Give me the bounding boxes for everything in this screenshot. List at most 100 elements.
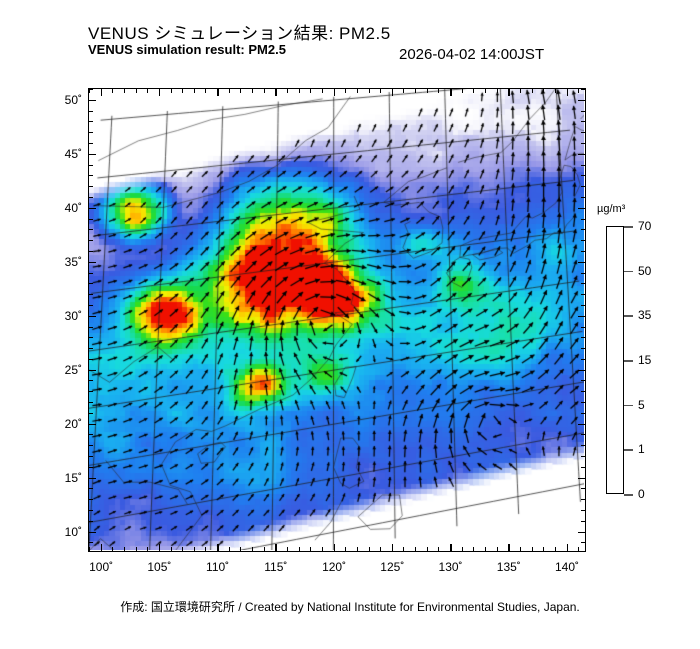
axis-tick [193, 547, 195, 551]
axis-tick [298, 547, 300, 551]
axis-tick [89, 272, 93, 274]
axis-tick [89, 456, 93, 458]
x-tick-label: 110˚ [206, 560, 230, 574]
axis-tick [112, 547, 114, 551]
axis-tick [581, 466, 585, 468]
axis-tick [554, 547, 556, 551]
axis-tick [438, 547, 440, 551]
axis-tick [485, 547, 486, 551]
axis-tick [89, 164, 93, 166]
pm25-concentration-map[interactable] [89, 89, 584, 550]
axis-tick [252, 547, 254, 551]
axis-tick [89, 510, 93, 512]
axis-tick [578, 315, 585, 318]
axis-tick [228, 89, 230, 93]
axis-tick [403, 547, 405, 551]
axis-tick [368, 89, 370, 93]
axis-tick [578, 207, 585, 210]
axis-tick [89, 412, 93, 414]
x-tick-label: 100˚ [89, 560, 114, 574]
axis-tick [89, 391, 93, 393]
axis-tick [112, 89, 114, 93]
page-title-english: VENUS simulation result: PM2.5 [88, 42, 286, 57]
axis-tick [263, 89, 265, 93]
axis-tick [578, 153, 585, 156]
axis-tick [578, 99, 585, 102]
axis-tick [508, 89, 510, 96]
axis-tick [89, 207, 96, 210]
axis-tick [581, 358, 585, 360]
y-tick-label: 15˚ [64, 471, 82, 486]
axis-tick [450, 89, 452, 96]
axis-tick [581, 294, 585, 296]
axis-tick [578, 261, 585, 264]
axis-tick [89, 99, 96, 102]
axis-tick [581, 218, 585, 220]
y-tick-label: 40˚ [64, 201, 82, 216]
axis-tick [263, 547, 265, 551]
axis-tick [581, 175, 585, 177]
axis-tick [275, 89, 277, 96]
colorbar-tick-label: 5 [638, 397, 645, 412]
axis-tick [89, 337, 93, 339]
axis-tick [519, 547, 521, 551]
axis-tick [581, 402, 585, 404]
axis-tick [578, 423, 585, 426]
axis-tick [89, 89, 93, 90]
axis-tick [581, 445, 585, 447]
axis-tick [581, 240, 585, 242]
axis-tick [89, 89, 90, 93]
axis-tick [89, 142, 93, 144]
axis-tick [426, 547, 428, 551]
x-tick-label: 115˚ [264, 560, 288, 574]
axis-tick [158, 89, 161, 96]
axis-tick [182, 89, 184, 93]
axis-tick [89, 488, 93, 490]
axis-tick [368, 547, 370, 551]
colorbar-tick [624, 449, 633, 451]
axis-tick [170, 89, 172, 93]
axis-tick [135, 547, 137, 551]
colorbar-tick-label: 0 [638, 487, 645, 501]
axis-tick [240, 89, 242, 93]
axis-tick [581, 348, 585, 350]
colorbar-legend[interactable] [606, 226, 624, 494]
axis-tick [89, 445, 93, 447]
axis-tick [89, 153, 96, 156]
axis-tick [89, 186, 93, 188]
axis-tick [356, 547, 358, 551]
axis-tick [321, 89, 323, 93]
axis-tick [543, 89, 545, 93]
axis-tick [89, 402, 93, 404]
colorbar-tick [624, 315, 633, 317]
axis-tick [89, 434, 93, 436]
colorbar-tick [624, 226, 633, 228]
axis-tick [485, 89, 486, 93]
axis-tick [566, 89, 569, 96]
axis-tick [581, 164, 585, 166]
credit-line-institute: 作成: 国立環境研究所 / Created by National Instit… [120, 600, 580, 614]
colorbar-tick [624, 270, 633, 273]
axis-tick [89, 196, 93, 198]
axis-tick [581, 380, 585, 382]
axis-tick [321, 547, 323, 551]
axis-tick [100, 544, 103, 551]
axis-tick [578, 531, 585, 534]
y-tick-label: 25˚ [64, 363, 82, 378]
axis-tick [147, 547, 149, 551]
axis-tick [310, 89, 312, 93]
axis-tick [391, 89, 394, 96]
axis-tick [496, 89, 498, 93]
axis-tick [89, 326, 93, 328]
axis-tick [287, 547, 288, 551]
map-plot-area[interactable] [88, 88, 586, 552]
axis-tick [123, 547, 125, 551]
y-tick-label: 20˚ [64, 417, 82, 432]
axis-tick [581, 121, 585, 123]
axis-tick [566, 544, 569, 551]
axis-tick [89, 520, 93, 522]
axis-tick [581, 520, 585, 522]
axis-tick [345, 89, 347, 93]
axis-tick [581, 132, 585, 134]
axis-tick [89, 283, 93, 285]
